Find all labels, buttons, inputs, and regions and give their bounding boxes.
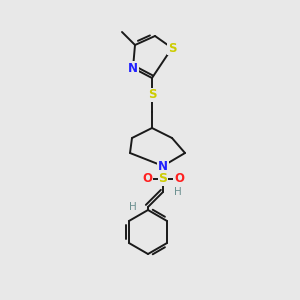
- Text: S: S: [148, 88, 156, 101]
- Text: N: N: [158, 160, 168, 172]
- Text: H: H: [174, 187, 182, 197]
- Text: N: N: [128, 61, 138, 74]
- Text: O: O: [174, 172, 184, 185]
- Text: H: H: [129, 202, 137, 212]
- Text: O: O: [142, 172, 152, 185]
- Text: S: S: [168, 41, 176, 55]
- Text: S: S: [158, 172, 167, 185]
